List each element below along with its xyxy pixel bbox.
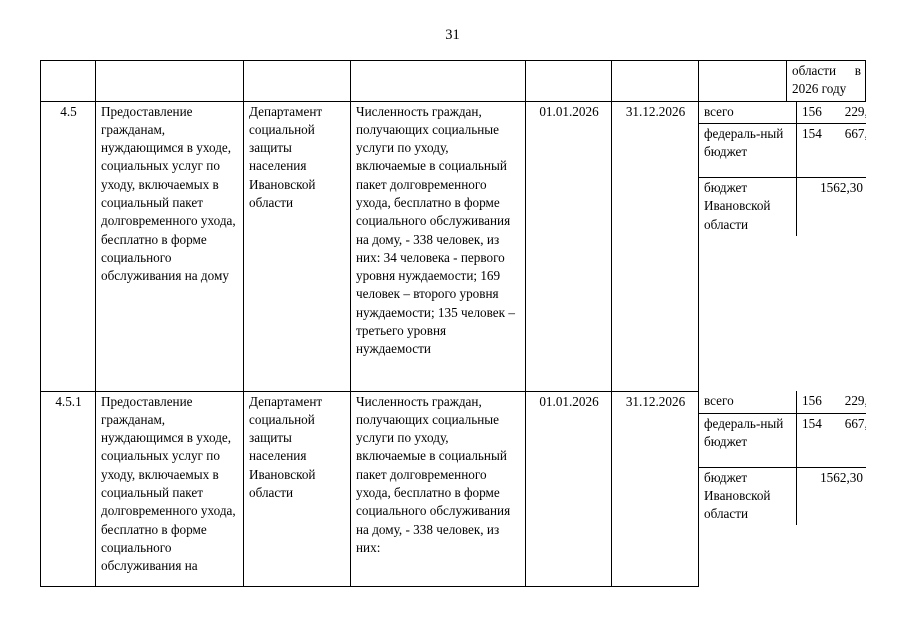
program-activities-table: области в 2026 году 4.5 Предоставление гр… [40,60,866,587]
budget-amount: 154 667,50 [796,123,866,179]
row-date-start: 01.01.2026 [525,390,612,587]
row-date-end: 31.12.2026 [611,390,699,587]
row-name: Предоставление гражданам, нуждающимся в … [95,100,244,392]
header-cell-number [40,60,96,102]
budget-row: всего 156 229,80 [699,391,866,414]
header-cell-department [243,60,351,102]
budget-source: федераль-ный бюджет [699,123,797,179]
table-row: 4.5 Предоставление гражданам, нуждающимс… [40,100,866,392]
budget-source: всего [699,101,797,125]
budget-amount: 1562,30 [796,177,866,236]
row-budget-block: всего 156 229,80 федераль-ный бюджет 154… [699,101,866,391]
row-name: Предоставление гражданам, нуждающимся в … [95,390,244,587]
header-cell-date-end [611,60,699,102]
header-cell-source [698,60,787,102]
row-date-end: 31.12.2026 [611,100,699,392]
page-number: 31 [445,27,460,43]
header-amount-line-2: 2026 году [792,81,847,97]
header-cell-date-start [525,60,612,102]
row-department: Департамент социальной защиты населения … [243,390,351,587]
budget-row: всего 156 229,80 [699,101,866,125]
header-cell-amount: области в 2026 году [786,60,866,102]
budget-amount: 154 667,50 [796,412,866,468]
budget-source: бюджет Ивановской области [699,466,797,526]
header-cell-name [95,60,244,102]
header-amount-line-1: области в [792,63,861,78]
row-budget-block: всего 156 229,80 федераль-ный бюджет 154… [699,391,866,586]
row-department: Департамент социальной защиты населения … [243,100,351,392]
budget-source: бюджет Ивановской области [699,177,797,236]
budget-row: федераль-ный бюджет 154 667,50 [699,123,866,179]
header-cell-indicator [350,60,526,102]
table-header-row: области в 2026 году [40,60,866,102]
row-number: 4.5 [40,100,96,392]
table-row: 4.5.1 Предоставление гражданам, нуждающи… [40,390,866,587]
row-number: 4.5.1 [40,390,96,587]
row-date-start: 01.01.2026 [525,100,612,392]
budget-breakdown-table: всего 156 229,80 федераль-ный бюджет 154… [699,101,866,236]
budget-amount: 156 229,80 [796,391,866,414]
budget-breakdown-table: всего 156 229,80 федераль-ный бюджет 154… [699,391,866,526]
budget-source: всего [699,391,797,414]
budget-row: бюджет Ивановской области 1562,30 [699,466,866,526]
budget-amount: 1562,30 [796,466,866,526]
budget-source: федераль-ный бюджет [699,412,797,468]
budget-row: бюджет Ивановской области 1562,30 [699,177,866,236]
row-indicator: Численность граждан, получающих социальн… [350,100,526,392]
budget-row: федераль-ный бюджет 154 667,50 [699,412,866,468]
budget-amount: 156 229,80 [796,101,866,125]
row-indicator: Численность граждан, получающих социальн… [350,390,526,587]
